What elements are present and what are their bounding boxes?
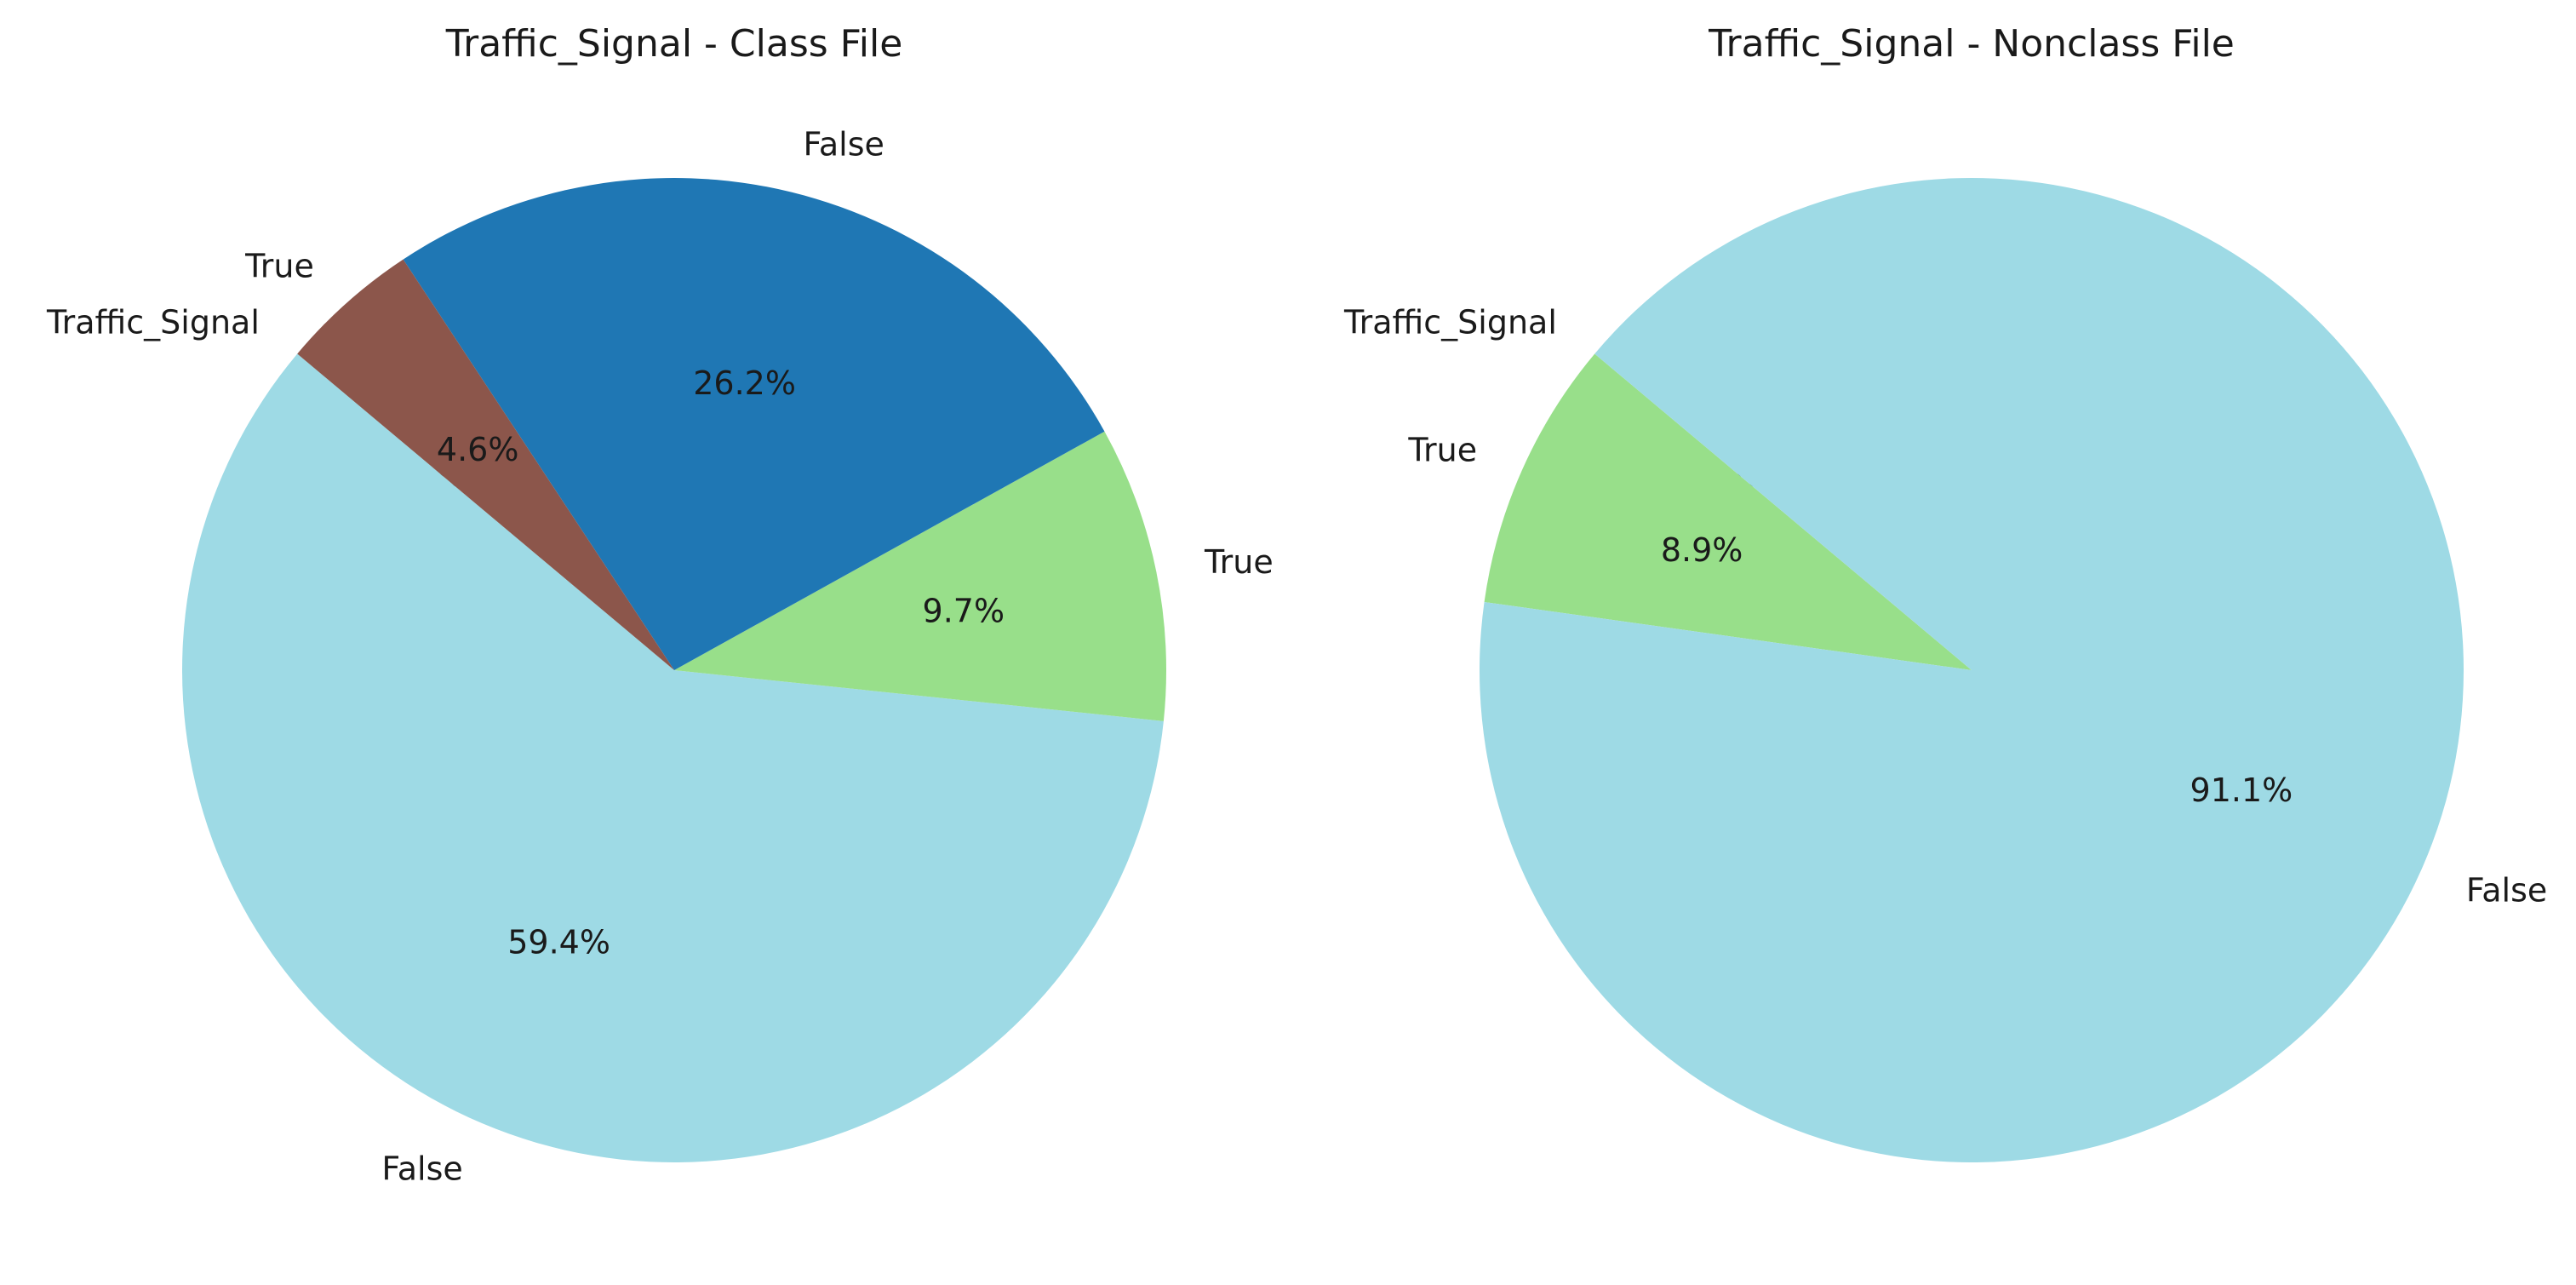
chart-title-class-file: Traffic_Signal - Class File	[445, 22, 903, 66]
slice-label: True	[1407, 432, 1477, 469]
pie-slice	[674, 431, 1167, 721]
slice-percent-label: 59.4%	[507, 923, 610, 961]
slice-label: False	[381, 1150, 462, 1187]
slice-percent-label: 26.2%	[693, 364, 796, 402]
pie-slice	[403, 177, 1105, 670]
slice-label: Traffic_Signal	[1343, 303, 1557, 341]
pie-slice	[1484, 353, 1972, 670]
pie-nonclass-file: Traffic_Signal - Nonclass File Traffic_S…	[1343, 22, 2547, 1163]
slice-label: True	[1204, 543, 1274, 581]
pie-slice	[1480, 178, 2464, 1163]
chart-title-nonclass-file: Traffic_Signal - Nonclass File	[1708, 22, 2235, 66]
slice-percent-label: 4.6%	[437, 431, 519, 468]
slice-label: False	[2466, 871, 2547, 909]
slice-label: True	[244, 247, 314, 284]
pie-slice	[297, 259, 674, 670]
slice-percent-label: 91.1%	[2190, 772, 2293, 809]
pie-slice	[181, 353, 1164, 1163]
pie-class-file: Traffic_Signal - Class File Traffic_Sign…	[46, 22, 1274, 1187]
slice-percent-label: 8.9%	[1661, 531, 1743, 569]
slice-percent-label: 9.7%	[923, 593, 1005, 630]
slice-label: False	[804, 126, 884, 163]
slice-label: Traffic_Signal	[46, 303, 260, 341]
